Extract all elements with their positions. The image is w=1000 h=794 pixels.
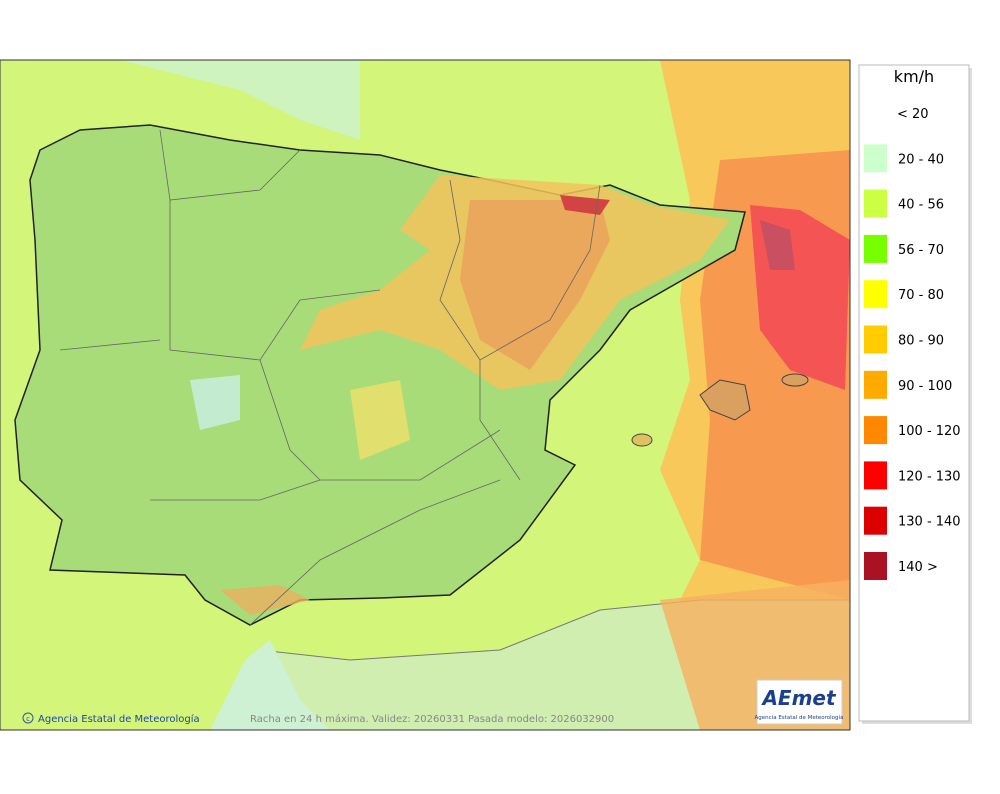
wind-area xyxy=(190,375,240,430)
credit: Agencia Estatal de Meteorología xyxy=(38,713,200,725)
legend-swatch xyxy=(864,325,887,354)
legend-swatch xyxy=(864,552,887,580)
legend-label: 80 - 90 xyxy=(898,334,944,349)
legend-swatch xyxy=(864,280,887,309)
legend-swatch xyxy=(864,461,887,490)
legend-swatch xyxy=(864,189,887,218)
legend-swatch xyxy=(864,144,887,173)
legend-label: 140 > xyxy=(898,560,938,575)
wind-area xyxy=(120,60,360,140)
caption: Racha en 24 h máxima. Validez: 20260331 … xyxy=(250,713,614,725)
legend-title: km/h xyxy=(894,67,934,86)
logo-subtitle: Agencia Estatal de Meteorología xyxy=(755,714,844,721)
ibiza xyxy=(631,433,653,447)
legend-label: 130 - 140 xyxy=(898,515,961,530)
legend: km/h < 20 20 - 40 40 - 56 56 - 70 70 - 80 80 … xyxy=(858,64,972,724)
map-frame xyxy=(0,59,851,731)
svg-text:c: c xyxy=(26,715,30,723)
legend-swatch xyxy=(864,234,887,263)
logo-name: AEmet xyxy=(760,686,837,710)
legend-swatch xyxy=(864,506,887,535)
wind-area xyxy=(210,640,330,730)
menorca xyxy=(781,373,809,387)
legend-label: 90 - 100 xyxy=(898,379,952,394)
legend-label: 40 - 56 xyxy=(898,198,944,213)
legend-label: 120 - 130 xyxy=(898,469,961,484)
legend-label: 20 - 40 xyxy=(898,152,944,167)
wind-area xyxy=(220,585,310,615)
logo-box xyxy=(756,679,843,725)
legend-label: 56 - 70 xyxy=(898,243,944,258)
legend-label: 100 - 120 xyxy=(898,424,961,439)
legend-label: 70 - 80 xyxy=(898,288,944,303)
wind-area xyxy=(350,380,410,460)
legend-label: < 20 xyxy=(897,107,929,122)
map: c Agencia Estatal de Meteorología Racha … xyxy=(0,59,851,731)
copyright-icon: c xyxy=(22,712,34,724)
legend-swatch xyxy=(864,416,887,445)
wind-area xyxy=(760,220,795,270)
borders xyxy=(59,129,601,626)
logo: AEmet Agencia Estatal de Meteorología xyxy=(755,679,844,725)
wind-area xyxy=(460,200,610,370)
legend-swatch xyxy=(864,370,887,399)
mallorca xyxy=(699,379,751,421)
